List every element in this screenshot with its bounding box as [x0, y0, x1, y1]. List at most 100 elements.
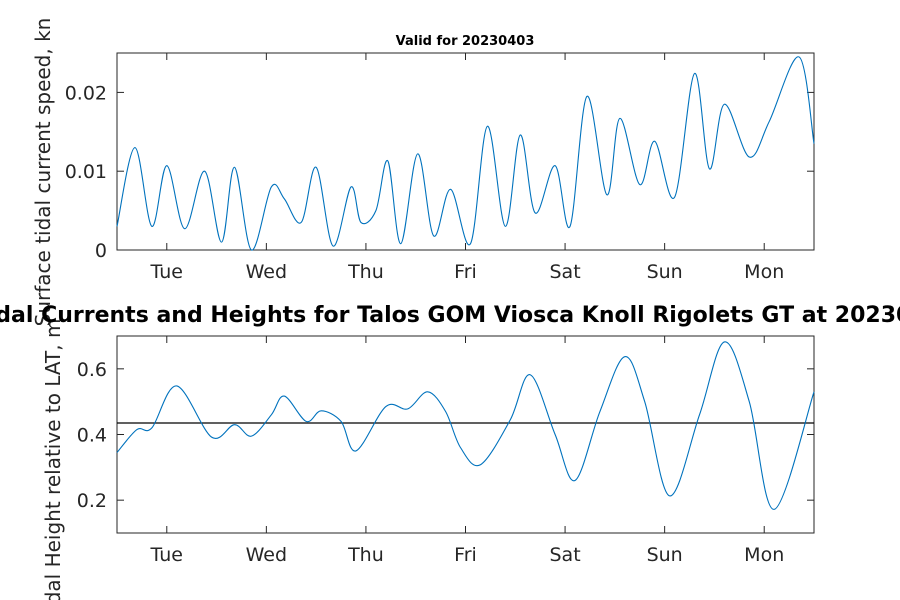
current-speed-chart: Valid for 20230403 Tue Wed Thu Fri Sat Sun Mon…: [31, 18, 815, 327]
data-point: [387, 160, 388, 161]
data-point: [749, 156, 750, 157]
data-point: [116, 226, 117, 227]
data-point: [234, 424, 235, 425]
data-point: [151, 226, 152, 227]
x-tick-label: Thu: [347, 544, 384, 566]
series-line: [116, 341, 815, 510]
data-point: [530, 374, 531, 375]
data-point: [555, 165, 556, 166]
data-point: [813, 143, 814, 144]
y-tick-label: 0.4: [77, 425, 107, 447]
y-tick-label: 0.01: [65, 161, 107, 183]
data-point: [724, 341, 725, 342]
x-tick-label: Sun: [647, 544, 683, 566]
height-series: [116, 341, 815, 510]
data-point: [555, 434, 556, 435]
x-tick-label: Tue: [150, 544, 183, 566]
data-point: [644, 401, 645, 402]
data-point: [271, 414, 272, 415]
data-point: [445, 411, 446, 412]
x-tick-label: Thu: [347, 261, 384, 283]
y-tick-label: 0.6: [77, 359, 107, 381]
series-line: [116, 56, 815, 251]
data-point: [709, 168, 710, 169]
data-point: [251, 436, 252, 437]
x-tick-label: Tue: [150, 261, 183, 283]
data-point: [505, 226, 506, 227]
data-point: [535, 212, 536, 213]
data-point: [301, 222, 302, 223]
data-point: [211, 437, 212, 438]
data-point: [699, 414, 700, 415]
data-point: [284, 395, 285, 396]
data-point: [798, 56, 799, 57]
x-tick-label: Sat: [549, 544, 580, 566]
current-plot-area: [116, 52, 815, 251]
data-point: [510, 419, 511, 420]
data-point: [321, 410, 322, 411]
current-axis-ticks: Tue Wed Thu Fri Sat Sun Mon 0 0.01 0.02: [65, 53, 814, 283]
data-point: [350, 186, 351, 187]
data-point: [769, 121, 770, 122]
data-point: [569, 226, 570, 227]
data-point: [460, 447, 461, 448]
data-point: [204, 171, 205, 172]
data-point: [306, 421, 307, 422]
x-tick-label: Mon: [744, 261, 784, 283]
x-tick-label: Fri: [454, 544, 477, 566]
data-point: [654, 141, 655, 142]
data-point: [166, 165, 167, 166]
data-point: [184, 228, 185, 229]
current-chart-title: Valid for 20230403: [396, 34, 535, 49]
data-point: [340, 421, 341, 422]
data-point: [450, 189, 451, 190]
data-point: [176, 385, 177, 386]
data-point: [619, 118, 620, 119]
data-point: [221, 242, 222, 243]
y-tick-label: 0.2: [77, 490, 107, 512]
x-tick-label: Mon: [744, 544, 784, 566]
current-y-axis-label: Surface tidal current speed, kn: [31, 18, 55, 327]
data-point: [674, 197, 675, 198]
y-tick-label: 0: [95, 240, 107, 262]
data-point: [234, 167, 235, 168]
data-point: [407, 408, 408, 409]
x-tick-label: Sun: [647, 261, 683, 283]
height-y-axis-label: Tidal Height relative to LAT, m: [41, 319, 65, 600]
data-point: [284, 198, 285, 199]
x-tick-label: Wed: [246, 544, 287, 566]
data-point: [134, 147, 135, 148]
data-point: [316, 167, 317, 168]
data-point: [639, 184, 640, 185]
data-point: [427, 391, 428, 392]
data-point: [599, 411, 600, 412]
data-point: [694, 73, 695, 74]
data-point: [470, 243, 471, 244]
height-axis-ticks: Tue Wed Thu Fri Sat Sun Mon 0.2 0.4 0.6: [77, 336, 814, 566]
current-series: [116, 56, 815, 251]
data-point: [355, 450, 356, 451]
data-point: [520, 134, 521, 135]
data-point: [136, 429, 137, 430]
data-point: [251, 249, 252, 250]
data-point: [433, 235, 434, 236]
data-point: [332, 245, 333, 246]
data-point: [417, 153, 418, 154]
data-point: [606, 194, 607, 195]
data-point: [385, 406, 386, 407]
data-point: [116, 452, 117, 453]
data-point: [749, 401, 750, 402]
data-point: [400, 243, 401, 244]
data-point: [774, 509, 775, 510]
x-tick-label: Fri: [454, 261, 477, 283]
data-point: [487, 126, 488, 127]
data-point: [724, 104, 725, 105]
data-point: [624, 356, 625, 357]
data-point: [151, 427, 152, 428]
data-point: [271, 186, 272, 187]
data-point: [360, 222, 361, 223]
x-tick-label: Sat: [549, 261, 580, 283]
data-point: [480, 464, 481, 465]
figure-main-title: Tidal Currents and Heights for Talos GOM…: [0, 303, 900, 328]
